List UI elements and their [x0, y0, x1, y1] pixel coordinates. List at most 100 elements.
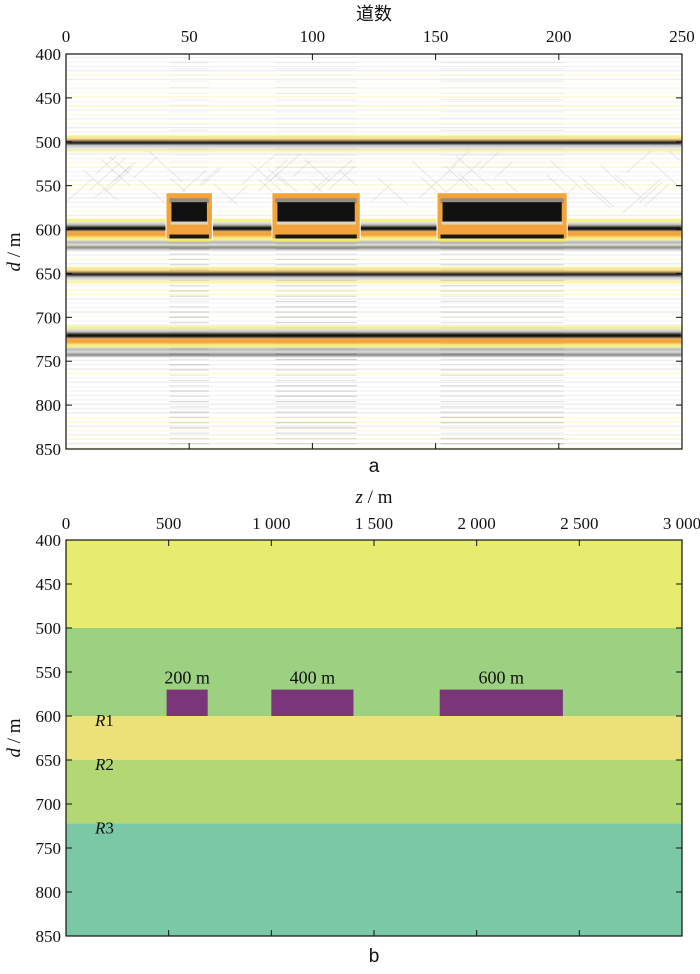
body-size-label: 400 m	[290, 668, 336, 688]
anomaly-orange-base	[275, 227, 357, 234]
diffraction-streak	[114, 161, 136, 181]
reflector-orange	[66, 270, 682, 273]
reflector-yellow	[66, 149, 682, 152]
reflector-gray	[66, 348, 682, 352]
reflector-tag: R3	[94, 818, 114, 837]
y-tick-label: 650	[36, 751, 62, 770]
reflector-black	[66, 246, 682, 250]
diffraction-streak	[376, 176, 409, 206]
panel-a-label: a	[369, 456, 380, 477]
reflector-black	[66, 226, 682, 232]
diffraction-streak	[104, 167, 133, 193]
diffraction-streak	[639, 181, 663, 204]
reflector-orange	[66, 231, 682, 238]
panel-b-geologic-model: 200 m 400 m 600 m R1 R2 R3 0 500 1 000 1 500 2 0…	[4, 487, 700, 967]
panel-b-label: b	[369, 946, 380, 967]
body-size-label: 600 m	[479, 668, 525, 688]
y-tick-label: 600	[36, 221, 62, 240]
anomaly-black-base	[169, 234, 209, 239]
reflector-orange	[66, 138, 682, 142]
x-tick-label: 2 500	[560, 514, 598, 533]
anomaly-orange-base	[440, 227, 564, 234]
diffraction-streak	[338, 169, 358, 187]
diffraction-streak	[455, 155, 495, 191]
diffraction-streak	[292, 160, 312, 178]
diffraction-streak	[600, 164, 628, 190]
reflector-black	[66, 353, 682, 357]
diffraction-streak	[133, 156, 158, 179]
layer-band	[66, 628, 682, 716]
reflector-yellow	[66, 267, 682, 270]
diffraction-streak	[304, 158, 331, 183]
anomaly-gray-lip	[275, 198, 357, 204]
x-tick-label: 200	[546, 27, 572, 46]
diffraction-streak	[201, 166, 223, 186]
y-tick-label: 550	[36, 177, 62, 196]
diffraction-streak	[264, 158, 289, 181]
anomaly-yellow-base	[272, 238, 360, 242]
anomaly-black-base	[440, 234, 564, 239]
panel-b-x-axis-title: z / m	[355, 487, 393, 508]
diffraction-streak	[668, 150, 682, 164]
anomaly-white-line	[170, 221, 208, 225]
anomaly-yellow-base	[166, 238, 212, 242]
anomaly-black-base	[275, 234, 357, 239]
x-tick-label: 50	[181, 27, 198, 46]
y-tick-label: 500	[36, 619, 62, 638]
panel-a-plot-background	[66, 54, 682, 449]
reflector-gray	[66, 329, 682, 334]
diffraction-streak	[267, 168, 289, 187]
panel-a-x-ticks: 0 50 100 150 200 250	[62, 27, 695, 449]
diffraction-streak	[94, 166, 130, 199]
anomaly-black-core	[442, 202, 562, 222]
layer-band	[66, 823, 682, 936]
panel-b-y-ticks: 400 450 500 550 600 650 700 750 800 850	[36, 531, 682, 946]
anomaly-body	[439, 689, 563, 716]
diffraction-streak	[614, 173, 641, 198]
diffraction-streak	[270, 153, 301, 181]
y-tick-label: 550	[36, 663, 62, 682]
reflector-gray	[66, 222, 682, 227]
reflector-gray	[66, 241, 682, 245]
panel-a-anomalies	[165, 192, 568, 242]
x-tick-label: 500	[156, 514, 182, 533]
reflector-yellow	[66, 135, 682, 139]
diffraction-streak	[94, 155, 117, 176]
anomaly-yellow-base	[437, 238, 567, 242]
y-tick-label: 400	[36, 45, 62, 64]
diffraction-streak	[83, 169, 118, 201]
diffraction-streak	[89, 157, 126, 191]
anomaly-orange-base	[169, 227, 209, 234]
diffraction-streak	[478, 150, 501, 171]
anomaly-gray-lip	[440, 198, 564, 204]
x-tick-label: 0	[62, 514, 71, 533]
diffraction-streak	[549, 159, 584, 191]
x-tick-label: 150	[423, 27, 449, 46]
panel-a-reflectors	[66, 135, 682, 357]
reflector-gray	[66, 145, 682, 149]
y-tick-label: 800	[36, 883, 62, 902]
diffraction-streak	[625, 150, 652, 174]
layer-band	[66, 760, 682, 824]
reflector-yellow	[66, 344, 682, 348]
diffraction-streak	[546, 174, 570, 196]
x-tick-label: 0	[62, 27, 71, 46]
y-tick-label: 850	[36, 927, 62, 946]
diffraction-streak	[258, 172, 279, 192]
x-tick-label: 1 000	[252, 514, 290, 533]
diffraction-streak	[450, 150, 470, 168]
y-tick-label: 800	[36, 396, 62, 415]
diffraction-streak	[419, 164, 457, 198]
y-tick-label: 500	[36, 133, 62, 152]
layer-band	[66, 540, 682, 628]
reflector-yellow	[66, 219, 682, 223]
reflector-gray	[66, 277, 682, 280]
diffraction-streak	[371, 183, 392, 203]
panel-a-seismic-section: 0 50 100 150 200 250 400 450 500 550 600 650 700 750…	[4, 4, 695, 477]
diffraction-streak	[148, 150, 184, 183]
panel-b-body-labels: 200 m 400 m 600 m	[164, 668, 524, 688]
panel-a-x-axis-title: 道数	[356, 4, 392, 25]
diffraction-streak	[445, 160, 482, 194]
panel-b-x-ticks: 0 500 1 000 1 500 2 000 2 500 3 000	[62, 514, 700, 936]
